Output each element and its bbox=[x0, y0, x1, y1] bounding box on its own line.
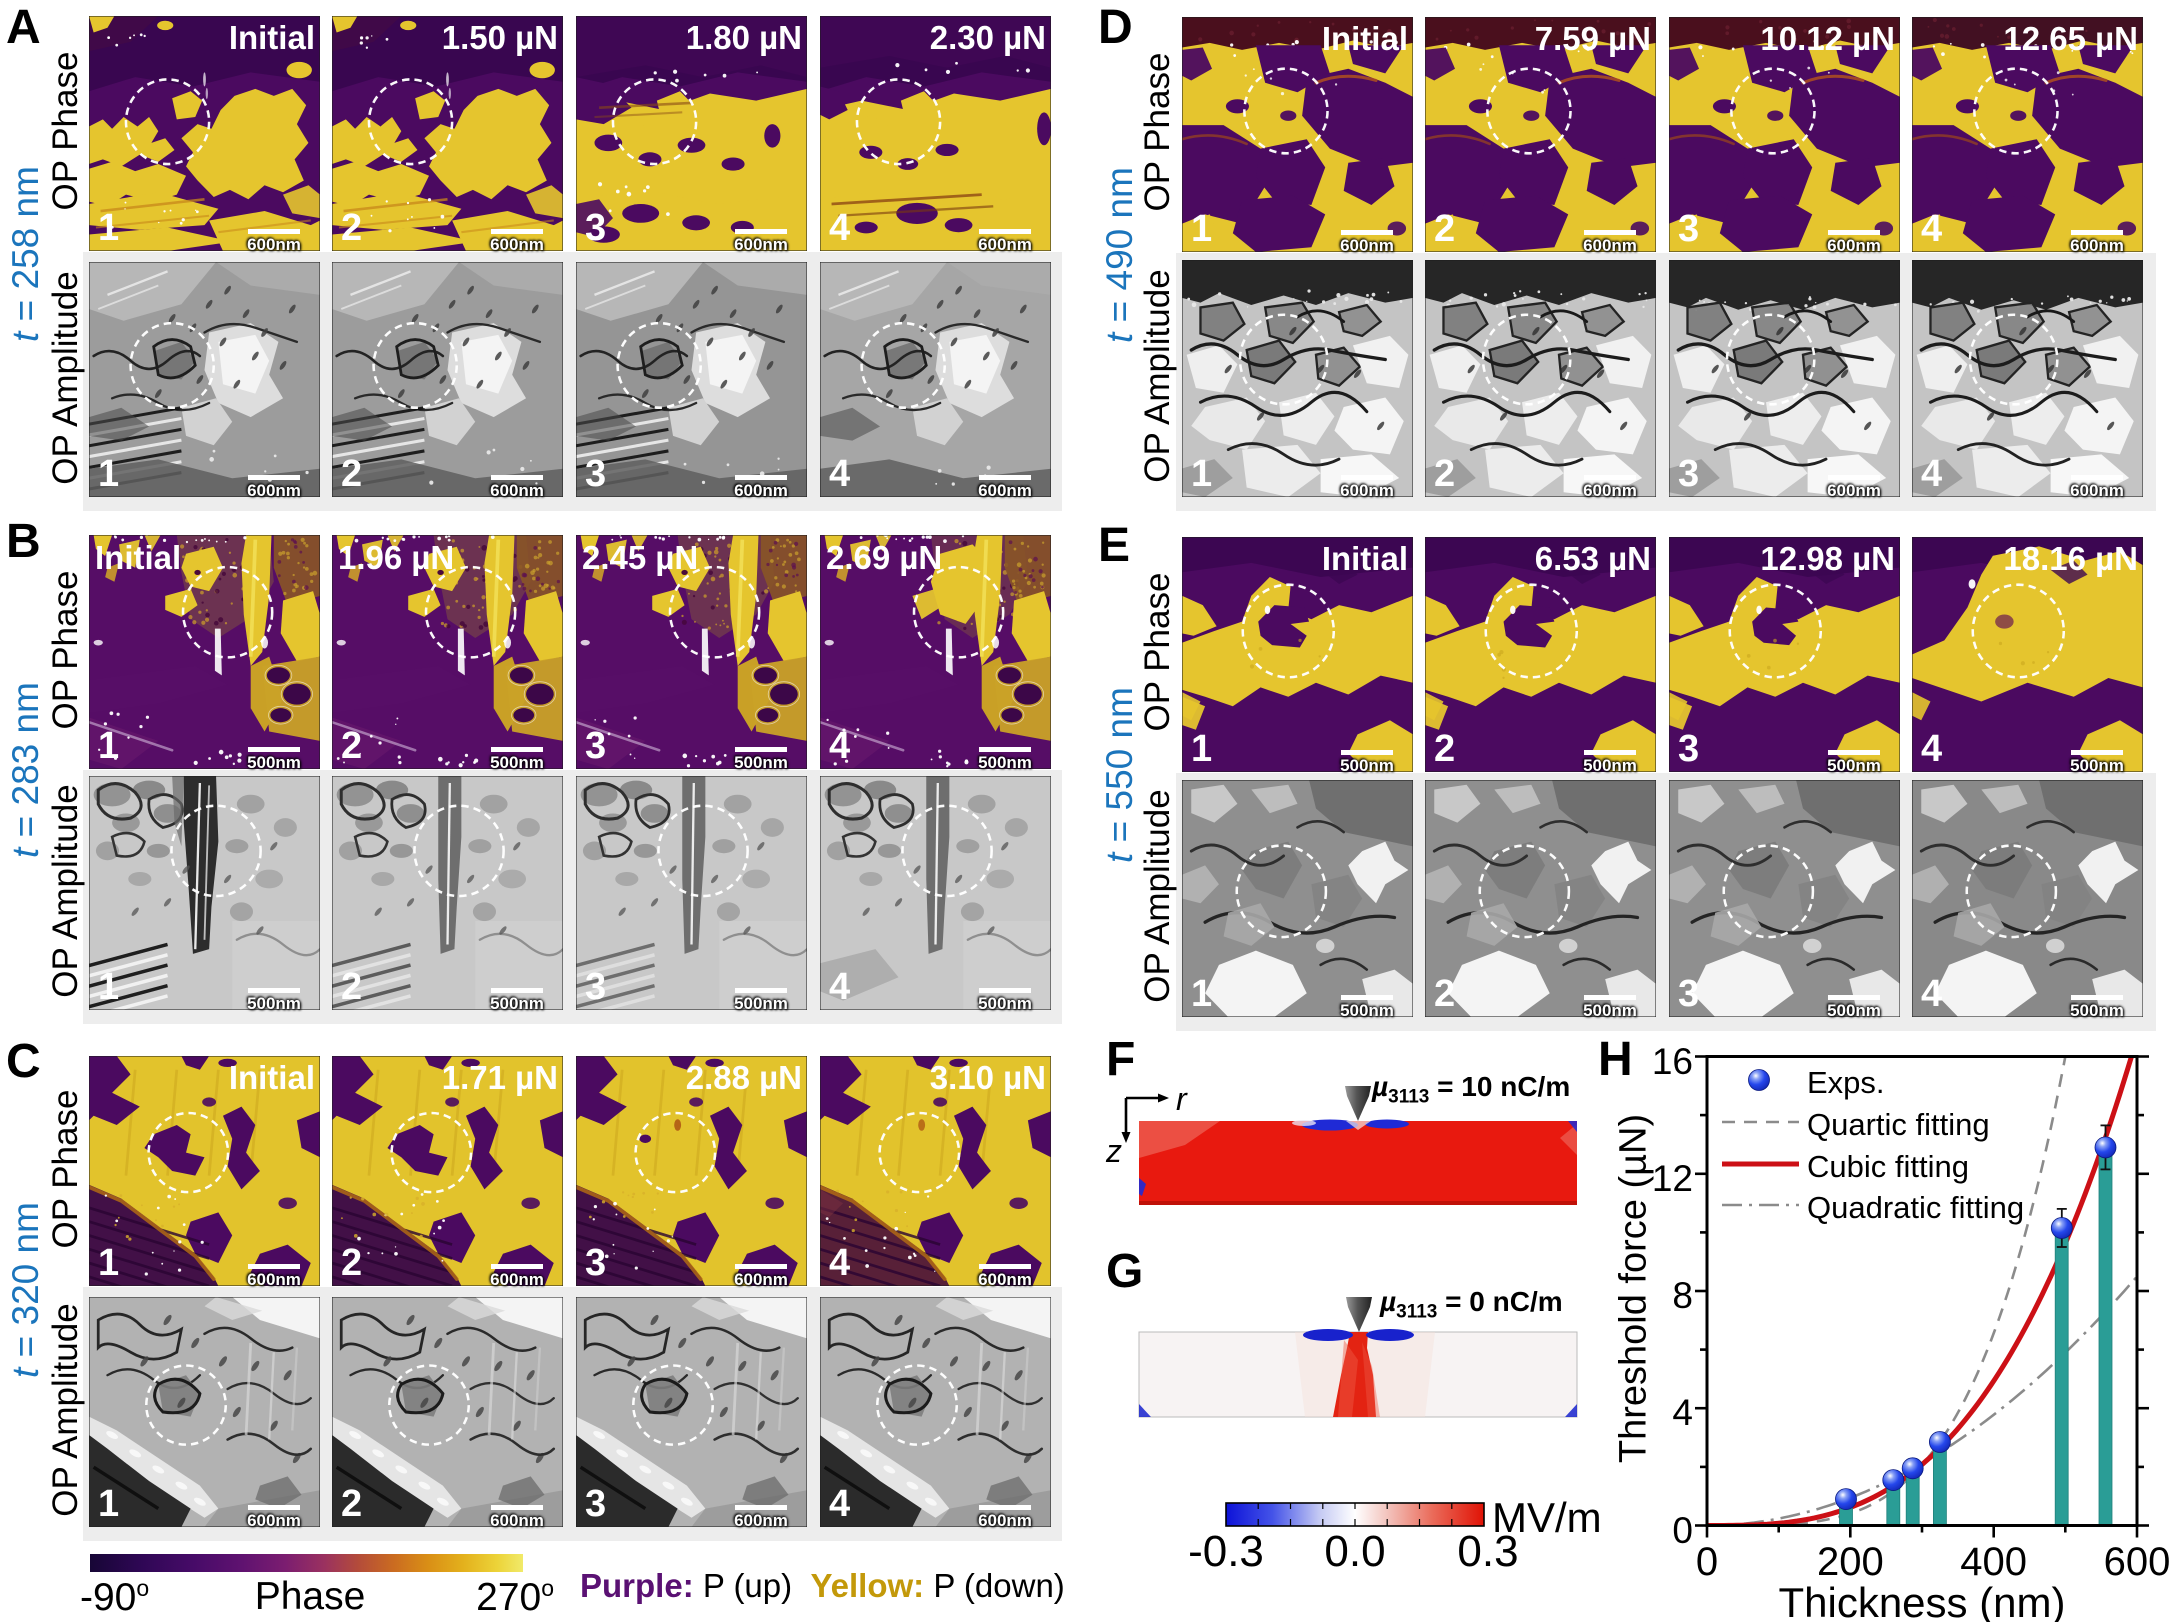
svg-text:r: r bbox=[1176, 1081, 1188, 1117]
svg-text:z: z bbox=[1105, 1133, 1122, 1169]
